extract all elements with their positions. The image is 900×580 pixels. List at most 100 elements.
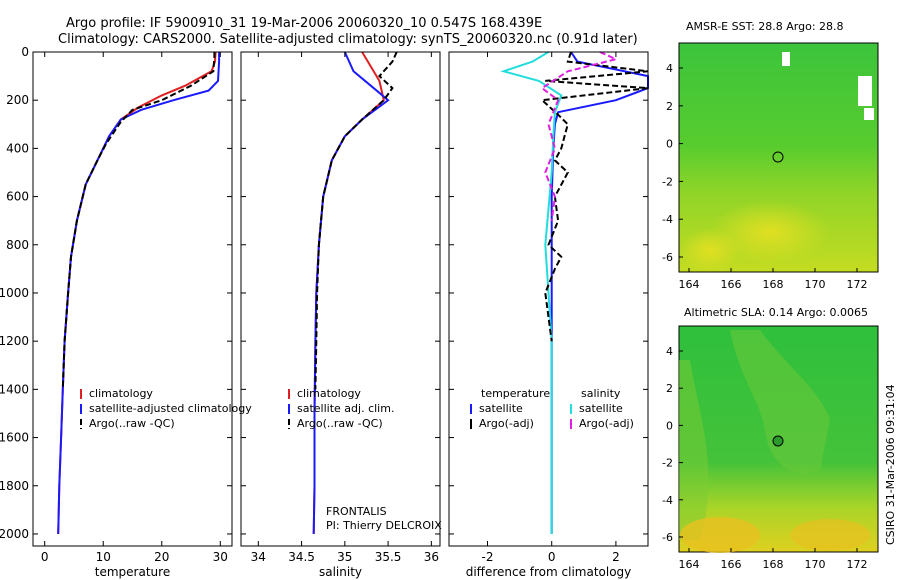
difference-series-line bbox=[540, 51, 619, 221]
salinity-xlabel: salinity bbox=[319, 565, 362, 579]
difference-xlabel: difference from climatology bbox=[466, 565, 632, 579]
sst-float-marker bbox=[772, 151, 784, 163]
map-x-tick-label: 166 bbox=[721, 278, 742, 291]
x-tick-label: 36 bbox=[424, 550, 439, 564]
temperature-series-line bbox=[61, 52, 216, 390]
map-y-tick-label: -2 bbox=[662, 175, 673, 188]
title-line-2: Climatology: CARS2000. Satellite-adjuste… bbox=[58, 32, 638, 47]
legend-entry: satellite-adjusted climatology bbox=[89, 402, 252, 415]
y-tick-label: 400 bbox=[6, 141, 29, 155]
sla-high-patch bbox=[680, 517, 760, 553]
salinity-series-line bbox=[312, 51, 390, 535]
salinity-series-line bbox=[312, 51, 385, 535]
map-y-tick-label: -4 bbox=[662, 494, 673, 507]
legend-entry: Argo(..raw -QC) bbox=[89, 417, 175, 430]
panel-annotation: PI: Thierry DELCROIX bbox=[326, 519, 442, 532]
temperature-xlabel: temperature bbox=[95, 565, 170, 579]
legend-entry: climatology bbox=[89, 387, 153, 400]
sla-band bbox=[730, 330, 830, 474]
sla-band bbox=[679, 360, 709, 540]
legend-heading: salinity bbox=[581, 387, 621, 400]
sst-map: AMSR-E SST: 28.8 Argo: 28.8 164 166 168 170… bbox=[662, 20, 879, 291]
sst-map-axes: 164 166 168 170 172 4 2 0 -2 -4 -6 bbox=[662, 62, 867, 291]
legend-entry: Argo(-adj) bbox=[479, 417, 534, 430]
difference-frame bbox=[448, 51, 649, 547]
x-tick-label: 35 bbox=[337, 550, 352, 564]
x-tick-label: 30 bbox=[213, 550, 228, 564]
sla-map-axes: 164 166 168 170 172 4 2 0 -2 -4 -6 bbox=[662, 345, 867, 571]
difference-series-line bbox=[550, 51, 649, 534]
panel-annotation: FRONTALIS bbox=[326, 505, 387, 518]
difference-series-line bbox=[500, 51, 563, 534]
timestamp-label: CSIRO 31-Mar-2006 09:31:04 bbox=[884, 384, 897, 545]
y-tick-label: 1800 bbox=[0, 479, 29, 493]
y-tick-label: 1400 bbox=[0, 382, 29, 396]
map-y-tick-label: 0 bbox=[666, 138, 673, 151]
temperature-series-line bbox=[57, 52, 221, 535]
y-tick-label: 1000 bbox=[0, 286, 29, 300]
x-tick-label: -2 bbox=[482, 550, 494, 564]
y-tick-label: 2000 bbox=[0, 527, 29, 541]
sst-missing-data bbox=[864, 108, 874, 120]
sst-missing-data bbox=[858, 76, 872, 106]
map-x-tick-label: 168 bbox=[763, 558, 784, 571]
x-tick-label: 34.5 bbox=[288, 550, 315, 564]
legend-entry: Argo(..raw -QC) bbox=[297, 417, 383, 430]
y-tick-label: 200 bbox=[6, 93, 29, 107]
sst-missing-data bbox=[782, 52, 790, 66]
map-y-tick-label: 4 bbox=[666, 62, 673, 75]
map-x-tick-label: 166 bbox=[721, 558, 742, 571]
temperature-frame bbox=[32, 51, 233, 547]
map-y-tick-label: -6 bbox=[662, 251, 673, 264]
map-y-tick-label: 0 bbox=[666, 419, 673, 432]
sla-map-title: Altimetric SLA: 0.14 Argo: 0.0065 bbox=[684, 306, 868, 319]
legend-entry: satellite adj. clim. bbox=[297, 402, 394, 415]
map-y-tick-label: -4 bbox=[662, 213, 673, 226]
salinity-series-line bbox=[314, 51, 398, 390]
x-tick-label: 35.5 bbox=[375, 550, 402, 564]
x-tick-label: 0 bbox=[41, 550, 49, 564]
sst-map-title: AMSR-E SST: 28.8 Argo: 28.8 bbox=[686, 20, 844, 33]
map-x-tick-label: 164 bbox=[679, 558, 700, 571]
title-line-1: Argo profile: IF 5900910_31 19-Mar-2006 … bbox=[66, 16, 542, 31]
map-y-tick-label: -6 bbox=[662, 531, 673, 544]
map-x-tick-label: 170 bbox=[805, 558, 826, 571]
sst-warm-patch bbox=[710, 200, 830, 264]
map-y-tick-label: 2 bbox=[666, 382, 673, 395]
map-x-tick-label: 172 bbox=[847, 558, 868, 571]
sla-float-marker bbox=[772, 435, 784, 447]
sla-high-patch bbox=[790, 519, 870, 551]
sla-map: Altimetric SLA: 0.14 Argo: 0.0065 164 166… bbox=[662, 306, 879, 571]
legend-heading: temperature bbox=[481, 387, 550, 400]
map-y-tick-label: 4 bbox=[666, 345, 673, 358]
map-x-tick-label: 168 bbox=[763, 278, 784, 291]
difference-series-line bbox=[539, 51, 649, 342]
legend-entry: Argo(-adj) bbox=[579, 417, 634, 430]
map-x-tick-label: 172 bbox=[847, 278, 868, 291]
legend-entry: satellite bbox=[479, 402, 523, 415]
map-x-tick-label: 164 bbox=[679, 278, 700, 291]
temperature-series-line bbox=[57, 51, 217, 535]
sst-warm-patch-2 bbox=[680, 228, 740, 272]
x-tick-label: 2 bbox=[612, 550, 620, 564]
profile-panels: 0 10 20 30temperature0200400600800100012001… bbox=[0, 45, 649, 579]
map-y-tick-label: 2 bbox=[666, 100, 673, 113]
temperature-panel: 0 10 20 30 temperature 0 200 400 600 800 1000 1200 1… bbox=[0, 45, 252, 579]
legend-entry: satellite bbox=[579, 402, 623, 415]
x-tick-label: 20 bbox=[154, 550, 169, 564]
y-tick-label: 600 bbox=[6, 190, 29, 204]
salinity-frame bbox=[240, 51, 441, 547]
legend-entry: climatology bbox=[297, 387, 361, 400]
map-y-tick-label: -2 bbox=[662, 457, 673, 470]
x-tick-label: 0 bbox=[548, 550, 556, 564]
y-tick-label: 800 bbox=[6, 238, 29, 252]
y-tick-label: 1600 bbox=[0, 431, 29, 445]
salinity-panel: 34 34.5 35 35.5 36 salinity climatology satelli… bbox=[240, 51, 442, 579]
map-x-tick-label: 170 bbox=[805, 278, 826, 291]
x-tick-label: 10 bbox=[96, 550, 111, 564]
x-tick-label: 34 bbox=[251, 550, 266, 564]
y-tick-label: 1200 bbox=[0, 334, 29, 348]
y-tick-label: 0 bbox=[21, 45, 29, 59]
